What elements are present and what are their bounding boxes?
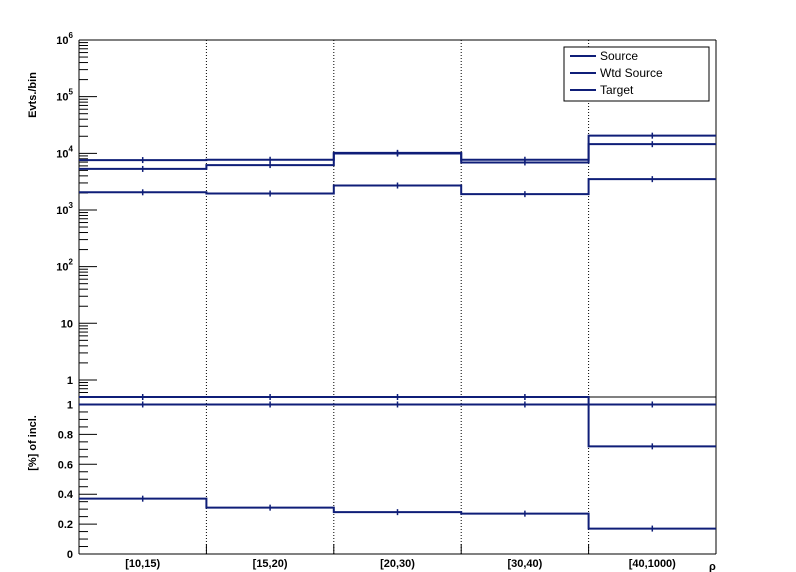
legend-label: Target xyxy=(600,83,634,97)
y-tick-label: 1 xyxy=(67,375,73,387)
x-tick-label: [10,15) xyxy=(125,558,160,570)
legend: Source Wtd Source Target xyxy=(563,46,710,102)
y-tick-label: 10 xyxy=(61,318,73,330)
upper-y-axis-label: Evts./bin xyxy=(27,72,39,118)
lower-y-axis-label: [%] of incl. xyxy=(27,415,39,471)
legend-label: Source xyxy=(600,49,638,63)
y-tick-label: 0.4 xyxy=(58,489,74,501)
x-axis-label: ρ xyxy=(709,561,716,572)
y-tick-label: 104 xyxy=(56,144,73,160)
y-tick-label: 0.6 xyxy=(58,459,73,471)
y-tick-label: 0.2 xyxy=(58,519,73,531)
y-tick-label: 105 xyxy=(56,88,73,104)
x-tick-label: [20,30) xyxy=(380,558,415,570)
y-tick-label: 103 xyxy=(56,201,73,217)
x-tick-label: [30,40) xyxy=(507,558,542,570)
y-tick-label: 106 xyxy=(56,31,73,47)
x-tick-label: [40,1000) xyxy=(629,558,676,570)
y-tick-label: 102 xyxy=(56,258,73,274)
legend-label: Wtd Source xyxy=(600,66,663,80)
y-tick-label: 1 xyxy=(67,399,73,411)
x-tick-label: [15,20) xyxy=(253,558,288,570)
y-tick-label: 0.8 xyxy=(58,429,73,441)
y-tick-label: 0 xyxy=(67,549,73,561)
ratio-series-2 xyxy=(79,403,716,448)
